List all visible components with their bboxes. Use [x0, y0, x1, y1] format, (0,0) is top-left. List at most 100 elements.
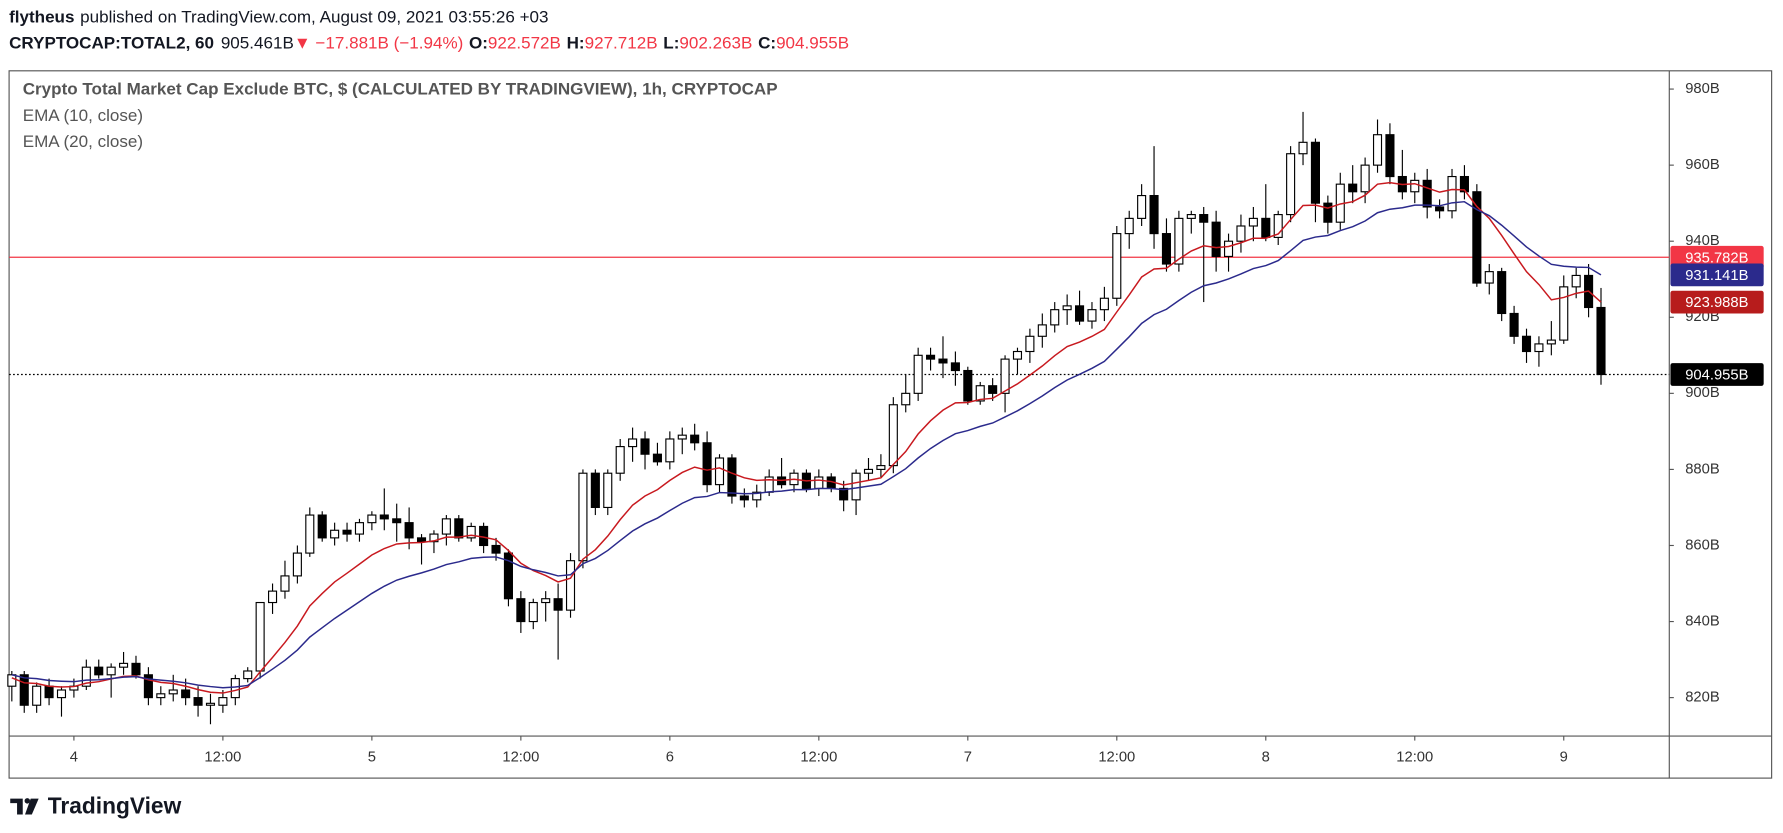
candle-body [888, 404, 898, 467]
candle-body [379, 514, 389, 520]
x-tick-label: 7 [964, 750, 972, 766]
ema-line [11, 181, 1602, 694]
y-tick-label: 980B [1685, 81, 1720, 97]
candle-body [1223, 240, 1234, 257]
candle-body [44, 685, 54, 699]
candle-body [56, 689, 67, 699]
price-label-box [1670, 290, 1764, 314]
candle-body [230, 678, 240, 699]
candle-body [603, 472, 613, 509]
candle-body [1199, 214, 1209, 223]
brand-logo: TradingView [10, 793, 182, 819]
candle-body [1372, 134, 1383, 166]
candle-body [205, 702, 216, 706]
y-tick-label: 900B [1685, 385, 1720, 401]
ohlc-value: 902.263B [679, 33, 752, 52]
candle-body [727, 457, 737, 497]
candle-body [1410, 179, 1420, 193]
candle-body [913, 354, 923, 394]
candle-body [752, 491, 762, 501]
candle-body [1149, 194, 1159, 235]
candle-body [1509, 312, 1519, 337]
candle-body [466, 525, 476, 539]
candle-body [938, 358, 948, 364]
candle-body [143, 674, 153, 699]
candle-body [541, 598, 551, 604]
candle-body [454, 518, 464, 539]
candle-body [1546, 339, 1556, 345]
legend-entry: EMA (20, close) [23, 132, 143, 151]
candle-body [168, 689, 178, 695]
candle-body [1025, 335, 1035, 353]
candle-body [528, 601, 538, 623]
x-tick-label: 6 [666, 750, 674, 766]
candle-body [1037, 324, 1047, 337]
logo-mark [25, 798, 39, 815]
candle-body [1261, 217, 1271, 238]
candle-body [317, 514, 327, 539]
ohlc-key: H: [567, 33, 585, 52]
candle-body [156, 693, 166, 699]
candle-body [193, 697, 203, 706]
candle-body [1385, 134, 1395, 178]
publish-line: flytheus published on TradingView.com, Au… [9, 7, 548, 26]
candle-body [131, 662, 141, 676]
candle-body [1248, 217, 1258, 227]
candle-body [1310, 141, 1320, 204]
ema-line [11, 200, 1602, 689]
candle-body [255, 601, 265, 672]
candle-body [280, 575, 290, 592]
last-price: 905.461B [221, 33, 294, 52]
ohlc-value: 927.712B [585, 33, 658, 52]
price-label: 923.988B [1685, 295, 1748, 311]
ohlc-key: O: [469, 33, 488, 52]
candle-body [94, 666, 104, 676]
ohlc-value: 922.572B [488, 33, 561, 52]
candle-body [628, 438, 638, 448]
x-tick-label: 12:00 [1098, 750, 1135, 766]
x-tick-label: 12:00 [800, 750, 837, 766]
candle-body [503, 552, 513, 600]
candle-body [1435, 206, 1445, 212]
candle-body [1596, 306, 1606, 376]
candle-body [926, 354, 936, 360]
price-label-box [1670, 363, 1764, 386]
ohlc-key: L: [663, 33, 679, 52]
ohlc-value: 904.955B [776, 33, 849, 52]
candle-body [1360, 164, 1370, 193]
candle-body [32, 685, 42, 706]
candle-body [553, 598, 563, 611]
x-tick-label: 12:00 [502, 750, 539, 766]
candle-body [1000, 358, 1010, 394]
price-label: 904.955B [1685, 368, 1748, 384]
candle-body [1012, 350, 1023, 360]
candle-body [1099, 297, 1109, 311]
candle-body [950, 362, 960, 372]
candle-body [615, 446, 625, 474]
candle-body [330, 529, 340, 539]
candle-body [1459, 175, 1469, 193]
candle-body [1286, 153, 1296, 216]
y-tick-label: 820B [1685, 690, 1720, 706]
candle-body [1211, 221, 1221, 257]
candle-body [181, 689, 191, 699]
candle-body [677, 434, 687, 440]
candle-body [1348, 183, 1358, 193]
x-tick-label: 9 [1560, 750, 1568, 766]
candle-body [590, 472, 600, 509]
price-label-box [1670, 245, 1764, 269]
candle-body [975, 385, 985, 402]
candle-body [1236, 225, 1246, 242]
candle-body [1422, 179, 1432, 208]
y-tick-label: 880B [1685, 461, 1720, 477]
candle-body [714, 457, 725, 486]
ohlc-key: C: [758, 33, 776, 52]
candle-body [268, 590, 278, 604]
candle-body [1298, 141, 1308, 155]
brand-name: TradingView [48, 793, 182, 819]
candle-body [1273, 214, 1283, 238]
candle-body [1559, 286, 1569, 341]
candle-body [901, 392, 911, 406]
